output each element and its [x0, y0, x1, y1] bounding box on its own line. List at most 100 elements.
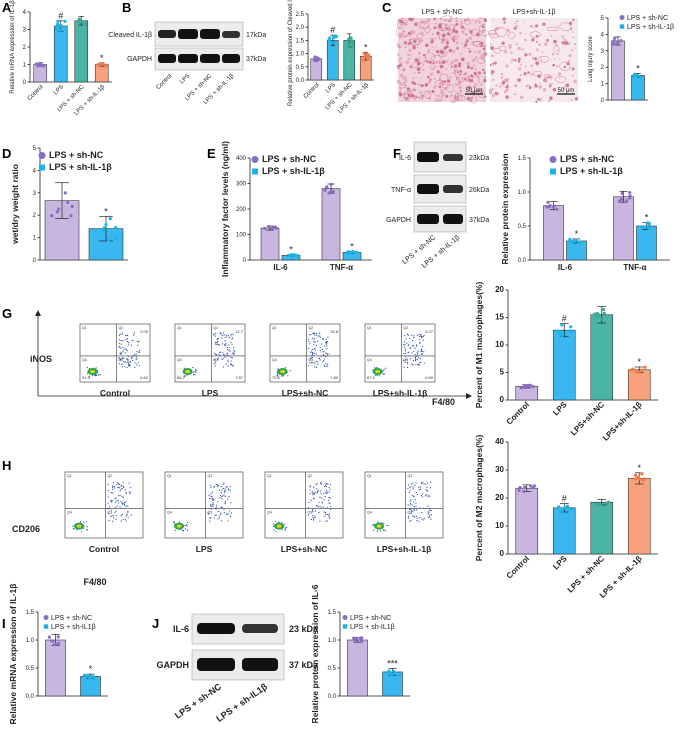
tissue-cell	[412, 45, 416, 50]
event-dot	[327, 336, 329, 338]
event-dot	[320, 355, 322, 358]
event-dot	[122, 496, 124, 499]
event-dot	[428, 515, 431, 517]
event-dot	[218, 515, 220, 517]
y-tick-label: 1	[33, 236, 37, 242]
event-dot	[194, 370, 196, 372]
tissue-cell	[511, 58, 515, 62]
alveolus	[446, 84, 455, 93]
event-dot	[110, 500, 112, 502]
event-dot	[119, 490, 121, 492]
event-dot	[217, 358, 219, 361]
tissue-cell	[426, 60, 428, 62]
event-dot	[419, 338, 421, 341]
event-dot	[136, 364, 138, 366]
event-dot	[417, 334, 419, 337]
event-dot	[129, 361, 131, 363]
tissue-cell	[425, 43, 429, 48]
quadrant-name: Q1	[267, 474, 272, 478]
x-tick-label: Control	[303, 82, 321, 100]
blot-f-row-label: IL-6	[399, 155, 411, 162]
event-dot	[327, 483, 329, 485]
tissue-cell	[474, 51, 476, 54]
event-dot	[415, 509, 418, 511]
arrow-right-icon	[466, 393, 472, 399]
event-dot	[329, 502, 331, 504]
event-dot	[137, 362, 139, 364]
tissue-cell	[455, 17, 458, 20]
event-dot	[416, 351, 418, 353]
data-point	[576, 240, 580, 244]
x-tick-label: LPS	[551, 400, 569, 418]
event-dot	[194, 374, 196, 376]
tissue-cell	[483, 32, 485, 34]
data-point	[332, 36, 336, 40]
band	[443, 185, 463, 193]
event-dot	[326, 354, 328, 356]
data-point	[556, 329, 560, 333]
event-dot	[420, 335, 422, 337]
event-dot	[315, 344, 318, 346]
event-dot	[233, 353, 235, 355]
blot-j: IL-6 GAPDH 23 kDa 37 kDa LPS + sh-NC LPS…	[156, 613, 319, 724]
event-dot	[409, 486, 411, 488]
event-dot	[310, 499, 312, 501]
data-point	[558, 509, 563, 514]
event-dot	[319, 520, 321, 522]
event-dot	[307, 365, 310, 367]
event-dot	[427, 494, 429, 496]
tissue-cell	[571, 75, 574, 77]
event-dot	[228, 336, 231, 338]
tissue-cell	[448, 48, 453, 53]
tissue-cell	[495, 84, 498, 87]
tissue-cell	[435, 49, 440, 54]
alveolus	[494, 27, 507, 37]
tissue-cell	[408, 31, 412, 35]
data-point	[565, 504, 570, 508]
legend-marker	[43, 615, 49, 620]
data-point	[58, 28, 62, 32]
tissue-cell	[517, 57, 521, 61]
tissue-cell	[483, 99, 485, 102]
tissue-cell	[443, 46, 447, 50]
tissue-cell	[426, 49, 430, 53]
y-axis-label: Relative protein expression of Cleaved I…	[288, 0, 294, 106]
tissue-cell	[444, 99, 446, 101]
bar	[74, 20, 89, 83]
event-dot	[421, 345, 423, 348]
data-point	[605, 501, 609, 505]
tissue-cell	[546, 75, 550, 79]
data-point	[103, 63, 107, 68]
tissue-cell	[503, 21, 506, 24]
event-dot	[326, 507, 328, 509]
data-point	[330, 40, 334, 44]
tissue-cell	[492, 19, 495, 21]
event-dot	[218, 510, 220, 513]
data-point	[635, 73, 639, 78]
event-dot	[119, 487, 121, 489]
tissue-cell	[468, 50, 472, 53]
y-tick-label: 0.5	[296, 65, 305, 71]
y-tick-label: 1	[23, 63, 27, 69]
tissue-cell	[407, 57, 411, 61]
y-tick-label: 40	[495, 437, 504, 446]
alveolus	[493, 47, 501, 54]
flow-group-label: Control	[89, 544, 119, 554]
data-point	[350, 39, 354, 43]
event-dot	[410, 512, 412, 514]
tissue-cell	[477, 71, 482, 75]
event-dot	[326, 365, 328, 367]
tissue-cell	[414, 22, 418, 26]
tissue-cell	[574, 43, 576, 45]
data-point	[101, 61, 105, 66]
tissue-cell	[433, 93, 435, 95]
event-dot	[287, 375, 289, 377]
event-dot	[117, 482, 119, 484]
tissue-cell	[426, 18, 431, 22]
data-point	[617, 199, 622, 203]
tissue-cell	[450, 17, 452, 19]
bar	[321, 188, 341, 261]
tissue-cell	[439, 82, 442, 85]
bar	[515, 487, 539, 555]
